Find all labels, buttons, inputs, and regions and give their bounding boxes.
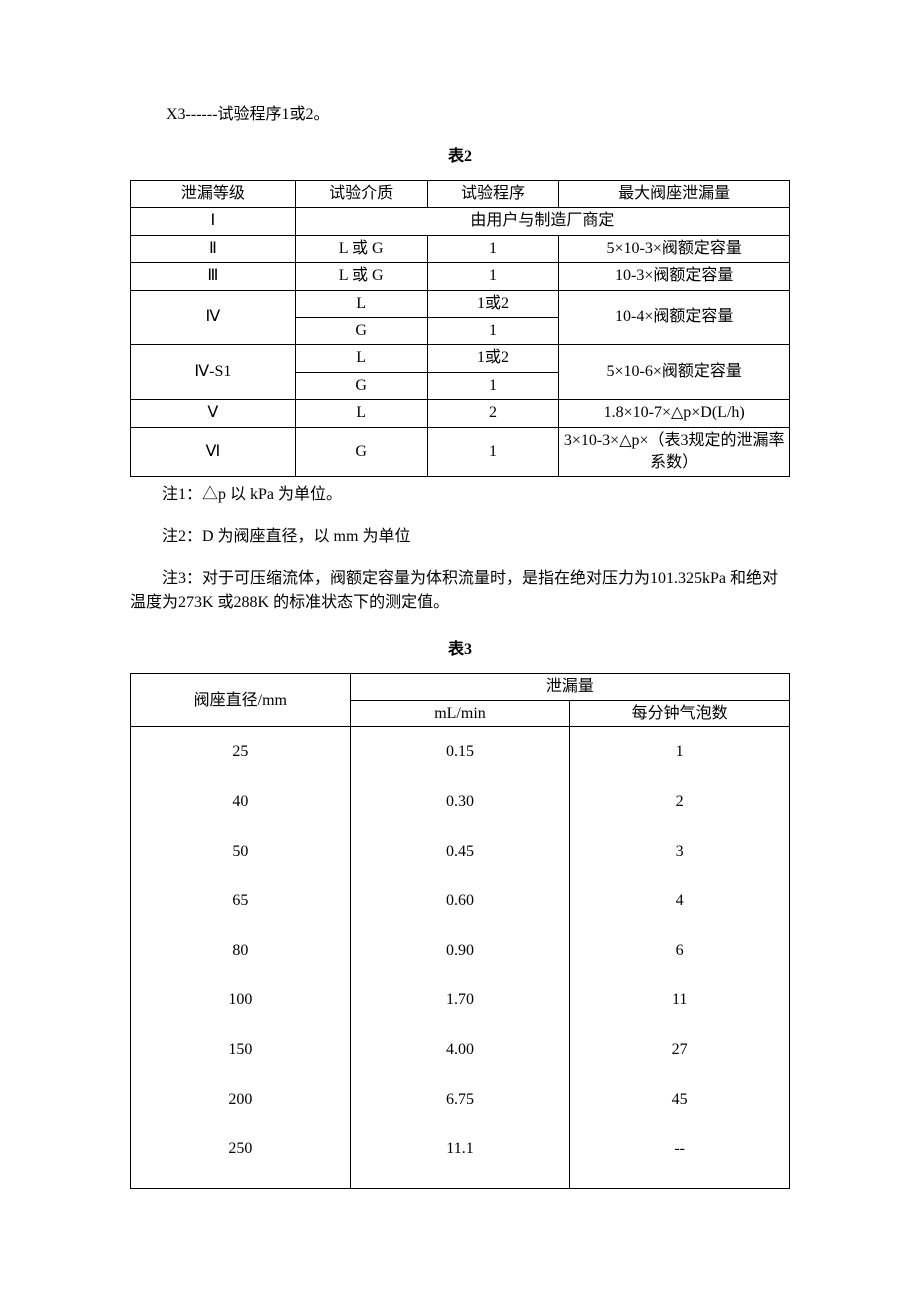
t3-b-0: 1	[570, 727, 790, 777]
t3-h-leak: 泄漏量	[350, 674, 789, 701]
table2: 泄漏等级 试验介质 试验程序 最大阀座泄漏量 Ⅰ 由用户与制造厂商定 Ⅱ L 或…	[130, 180, 790, 477]
t3-b-2: 3	[570, 827, 790, 877]
t2-IV-grade: Ⅳ	[131, 290, 296, 345]
t2-VI-proc: 1	[427, 427, 559, 477]
t3-h-ml: mL/min	[350, 700, 570, 727]
t2-IVS1-medium-L: L	[295, 345, 427, 372]
note-3: 注3：对于可压缩流体，阀额定容量为体积流量时，是指在绝对压力为101.325kP…	[130, 567, 790, 615]
t3-ml-0: 0.15	[350, 727, 570, 777]
t2-row-IVS1-a: Ⅳ-S1 L 1或2 5×10-6×阀额定容量	[131, 345, 790, 372]
t3-ml-7: 6.75	[350, 1075, 570, 1125]
table2-caption: 表2	[130, 142, 790, 166]
t2-V-grade: Ⅴ	[131, 400, 296, 427]
t3-b-1: 2	[570, 777, 790, 827]
t2-h-medium: 试验介质	[295, 181, 427, 208]
t3-ml-8: 11.1	[350, 1124, 570, 1188]
t2-IVS1-grade: Ⅳ-S1	[131, 345, 296, 400]
t3-b-3: 4	[570, 876, 790, 926]
t2-IVS1-leak: 5×10-6×阀额定容量	[559, 345, 790, 400]
t2-IV-proc-1or2: 1或2	[427, 290, 559, 317]
t3-ml-2: 0.45	[350, 827, 570, 877]
t3-ml-3: 0.60	[350, 876, 570, 926]
t2-IV-medium-L: L	[295, 290, 427, 317]
note-2: 注2：D 为阀座直径，以 mm 为单位	[130, 525, 790, 549]
t2-IV-leak: 10-4×阀额定容量	[559, 290, 790, 345]
t3-row-4: 80 0.90 6	[131, 926, 790, 976]
t3-d-8: 250	[131, 1124, 351, 1188]
t3-b-5: 11	[570, 975, 790, 1025]
t2-III-leak: 10-3×阀额定容量	[559, 263, 790, 290]
t2-row-III: Ⅲ L 或 G 1 10-3×阀额定容量	[131, 263, 790, 290]
table3: 阀座直径/mm 泄漏量 mL/min 每分钟气泡数 25 0.15 1 40 0…	[130, 673, 790, 1189]
t2-IV-medium-G: G	[295, 317, 427, 344]
t2-IV-proc-1: 1	[427, 317, 559, 344]
t2-h-leak: 最大阀座泄漏量	[559, 181, 790, 208]
t2-row-V: Ⅴ L 2 1.8×10-7×△p×D(L/h)	[131, 400, 790, 427]
t2-III-medium: L 或 G	[295, 263, 427, 290]
t3-d-3: 65	[131, 876, 351, 926]
t3-d-6: 150	[131, 1025, 351, 1075]
t3-d-2: 50	[131, 827, 351, 877]
t3-d-0: 25	[131, 727, 351, 777]
notes-block: 注1：△p 以 kPa 为单位。 注2：D 为阀座直径，以 mm 为单位 注3：…	[130, 483, 790, 615]
intro-text: X3------试验程序1或2。	[130, 100, 790, 124]
t2-row-II: Ⅱ L 或 G 1 5×10-3×阀额定容量	[131, 235, 790, 262]
t2-II-leak: 5×10-3×阀额定容量	[559, 235, 790, 262]
t3-row-2: 50 0.45 3	[131, 827, 790, 877]
note-1: 注1：△p 以 kPa 为单位。	[130, 483, 790, 507]
t3-b-6: 27	[570, 1025, 790, 1075]
t3-h-bubble: 每分钟气泡数	[570, 700, 790, 727]
t2-I-merged: 由用户与制造厂商定	[295, 208, 789, 235]
t3-row-5: 100 1.70 11	[131, 975, 790, 1025]
t2-II-proc: 1	[427, 235, 559, 262]
t3-d-4: 80	[131, 926, 351, 976]
t3-b-7: 45	[570, 1075, 790, 1125]
t3-d-7: 200	[131, 1075, 351, 1125]
t2-row-IV-a: Ⅳ L 1或2 10-4×阀额定容量	[131, 290, 790, 317]
t3-b-8: --	[570, 1124, 790, 1188]
t2-VI-grade: Ⅵ	[131, 427, 296, 477]
table2-header-row: 泄漏等级 试验介质 试验程序 最大阀座泄漏量	[131, 181, 790, 208]
t2-row-VI: Ⅵ G 1 3×10-3×△p×（表3规定的泄漏率系数）	[131, 427, 790, 477]
t2-h-grade: 泄漏等级	[131, 181, 296, 208]
t2-II-grade: Ⅱ	[131, 235, 296, 262]
t2-V-leak: 1.8×10-7×△p×D(L/h)	[559, 400, 790, 427]
t3-d-1: 40	[131, 777, 351, 827]
t3-header-row1: 阀座直径/mm 泄漏量	[131, 674, 790, 701]
t2-IVS1-medium-G: G	[295, 372, 427, 399]
t3-row-6: 150 4.00 27	[131, 1025, 790, 1075]
t2-row-I: Ⅰ 由用户与制造厂商定	[131, 208, 790, 235]
t3-row-0: 25 0.15 1	[131, 727, 790, 777]
t3-ml-6: 4.00	[350, 1025, 570, 1075]
t3-row-1: 40 0.30 2	[131, 777, 790, 827]
t3-ml-1: 0.30	[350, 777, 570, 827]
t2-IVS1-proc-1or2: 1或2	[427, 345, 559, 372]
t3-row-3: 65 0.60 4	[131, 876, 790, 926]
t2-VI-medium: G	[295, 427, 427, 477]
t3-ml-5: 1.70	[350, 975, 570, 1025]
t2-II-medium: L 或 G	[295, 235, 427, 262]
t2-III-grade: Ⅲ	[131, 263, 296, 290]
t2-h-proc: 试验程序	[427, 181, 559, 208]
t3-d-5: 100	[131, 975, 351, 1025]
table3-caption: 表3	[130, 635, 790, 659]
t3-h-diam: 阀座直径/mm	[131, 674, 351, 727]
t2-IVS1-proc-1: 1	[427, 372, 559, 399]
t2-V-medium: L	[295, 400, 427, 427]
t2-V-proc: 2	[427, 400, 559, 427]
t3-ml-4: 0.90	[350, 926, 570, 976]
t2-III-proc: 1	[427, 263, 559, 290]
t3-row-8: 250 11.1 --	[131, 1124, 790, 1188]
t2-VI-leak: 3×10-3×△p×（表3规定的泄漏率系数）	[559, 427, 790, 477]
t3-b-4: 6	[570, 926, 790, 976]
t2-I-grade: Ⅰ	[131, 208, 296, 235]
t3-row-7: 200 6.75 45	[131, 1075, 790, 1125]
